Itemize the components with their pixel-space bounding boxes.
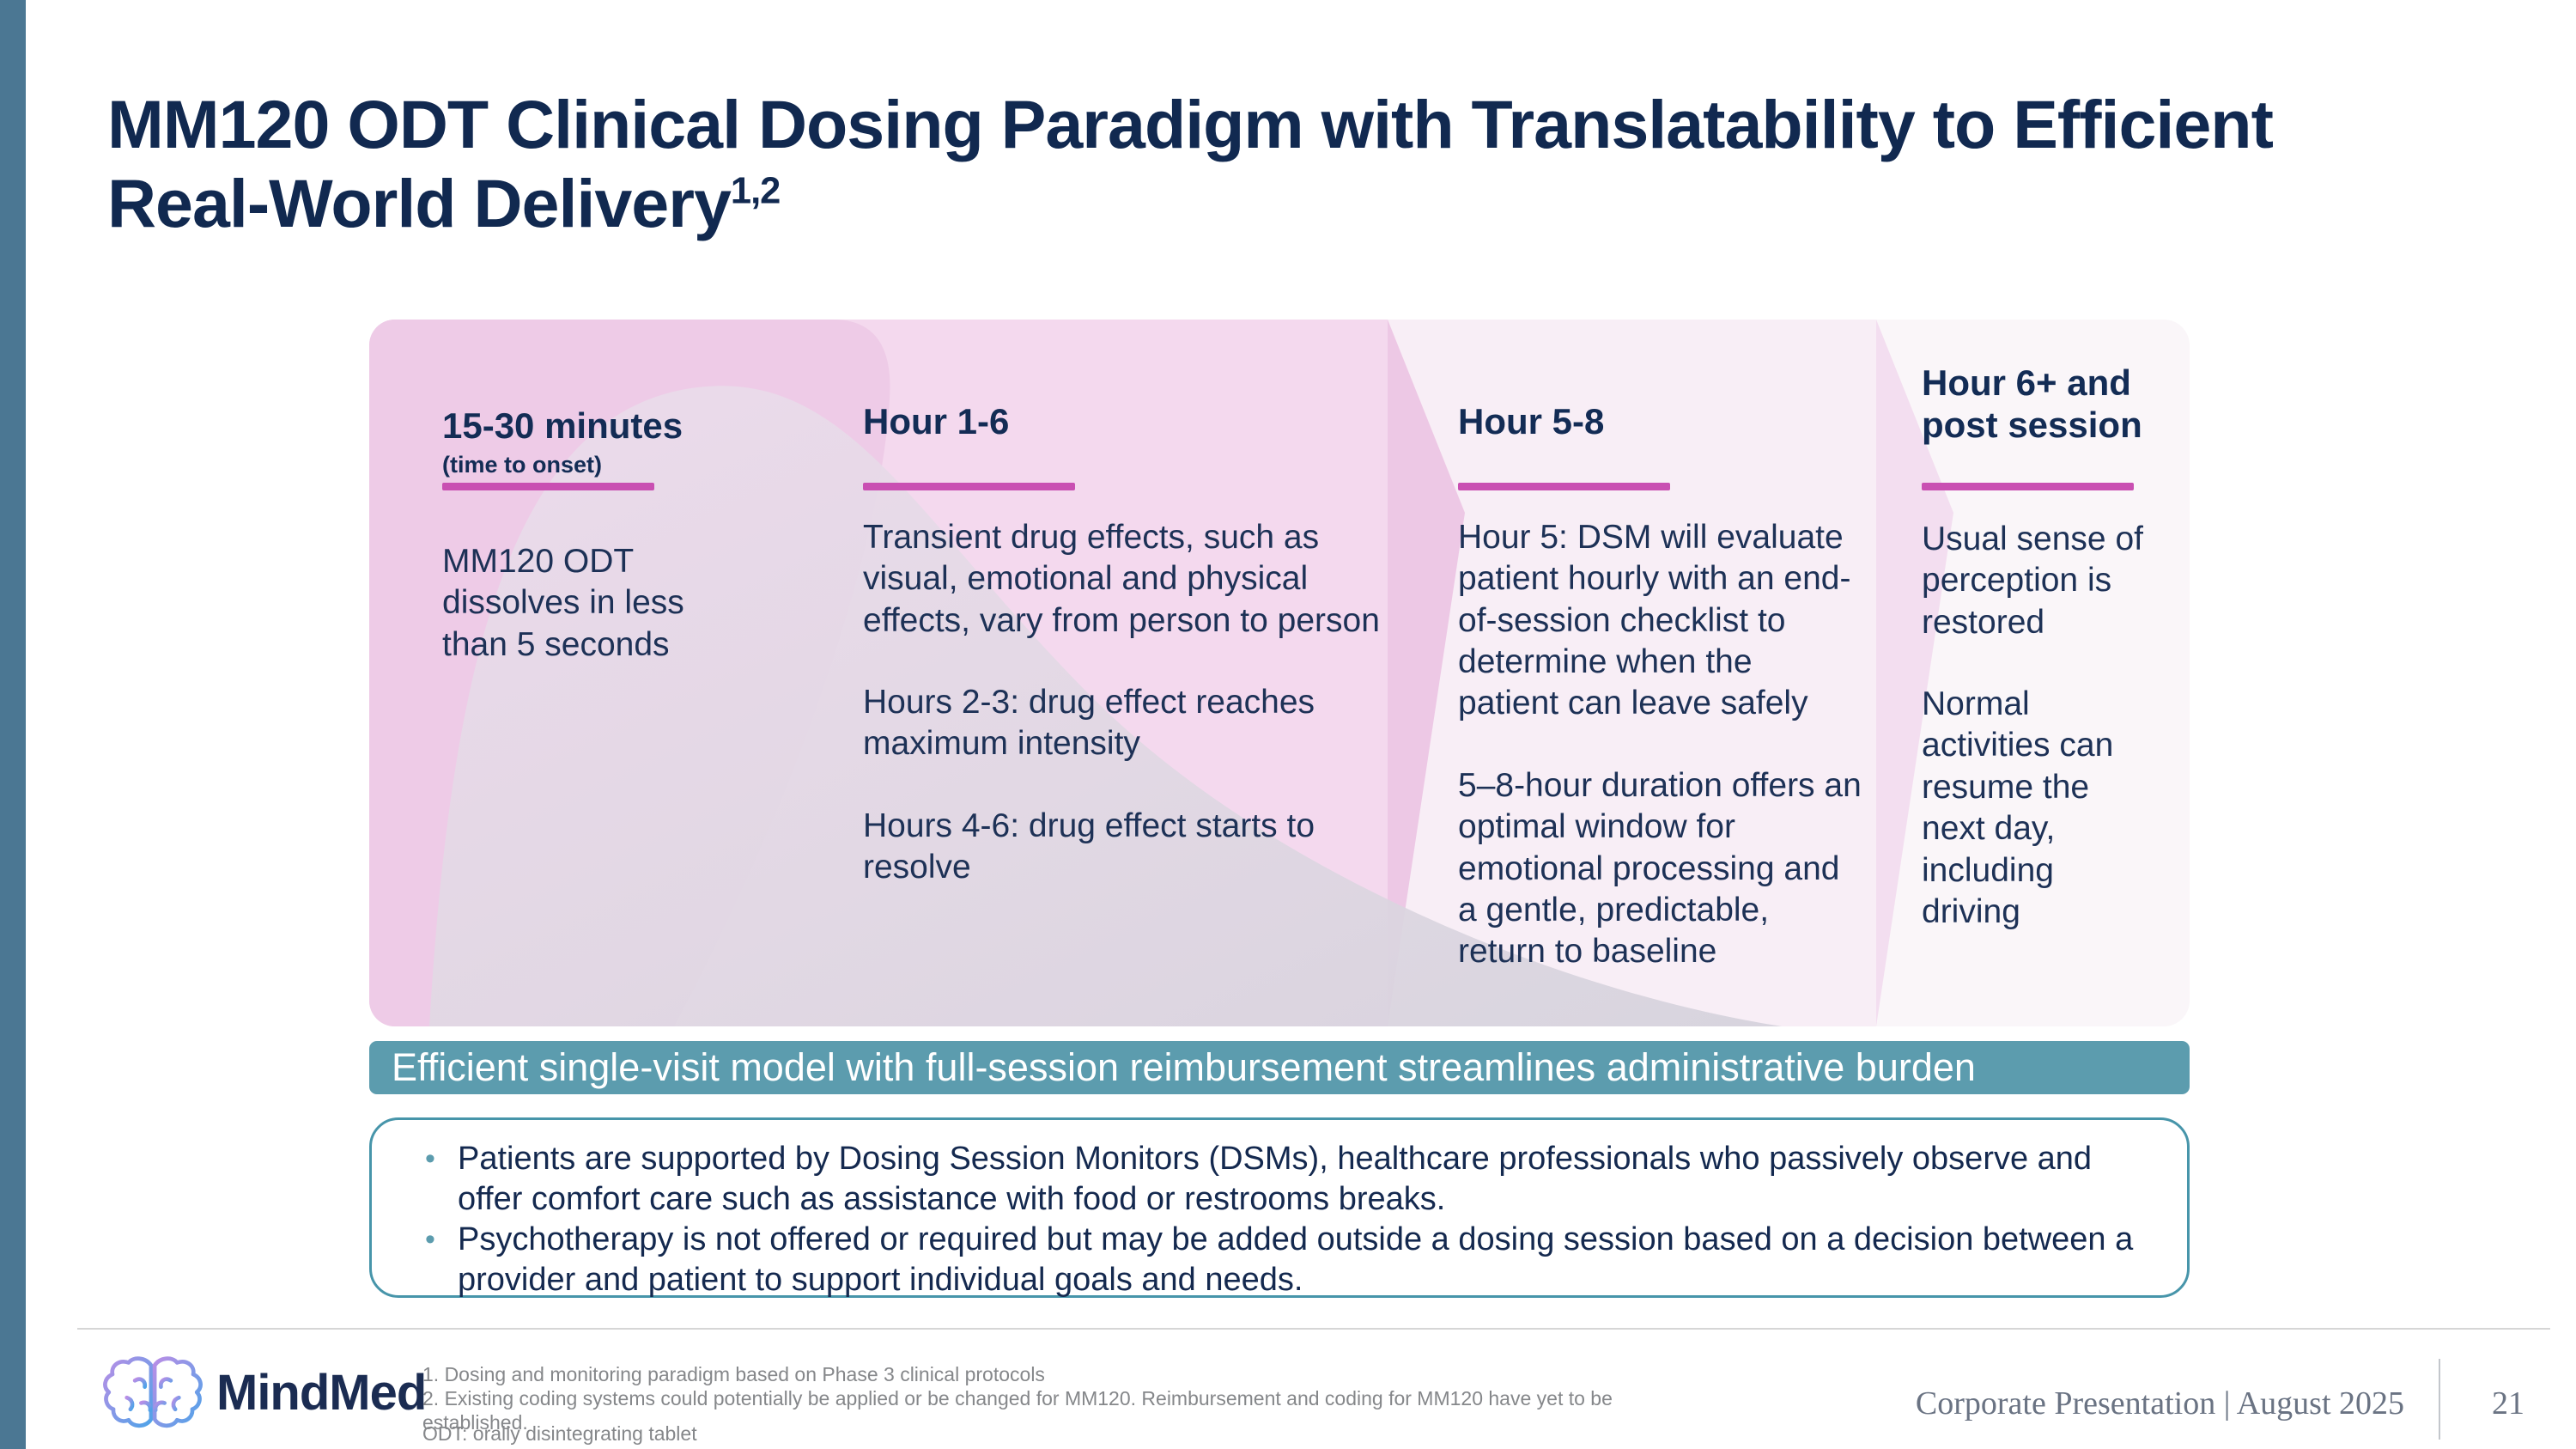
stage-text: Transient drug effects, such as visual, … — [863, 519, 1380, 639]
stage-underline — [863, 483, 1075, 490]
stage-header: 15-30 minutes — [442, 405, 683, 446]
stage-header: Hour 6+ and post session — [1922, 362, 2142, 445]
stage-underline — [1458, 483, 1670, 490]
stage-underline — [442, 483, 654, 490]
page-number: 21 — [2492, 1385, 2524, 1422]
page-title: MM120 ODT Clinical Dosing Paradigm with … — [107, 85, 2572, 242]
timeline-stage-onset: 15-30 minutes (time to onset) MM120 ODT … — [442, 320, 726, 1026]
logo-wordmark: MindMed — [216, 1365, 427, 1421]
footnotes: 1. Dosing and monitoring paradigm based … — [422, 1362, 1710, 1434]
timeline-stage-post-session: Hour 6+ and post session Usual sense of … — [1922, 320, 2147, 1026]
callout-list: • Patients are supported by Dosing Sessi… — [425, 1139, 2153, 1300]
stage-header: Hour 5-8 — [1458, 401, 1605, 441]
presentation-label: Corporate Presentation | August 2025 — [1915, 1385, 2404, 1422]
highlight-banner: Efficient single-visit model with full-s… — [369, 1041, 2190, 1094]
stage-text: Normal activities can resume the next da… — [1922, 685, 2114, 930]
bullet-icon: • — [425, 1223, 435, 1256]
title-superscript: 1,2 — [730, 170, 781, 212]
stage-text: 5–8-hour duration offers an optimal wind… — [1458, 766, 1862, 971]
footnote-1: 1. Dosing and monitoring paradigm based … — [422, 1363, 1045, 1385]
stage-text: Hours 2-3: drug effect reaches maximum i… — [863, 684, 1315, 763]
callout-box: • Patients are supported by Dosing Sessi… — [369, 1117, 2190, 1298]
title-line-2: Real-World Delivery — [107, 164, 732, 241]
callout-bullet-text: Psychotherapy is not offered or required… — [458, 1221, 2134, 1298]
stage3-arrow-icon — [1876, 320, 1953, 1026]
stage-header: Hour 1-6 — [863, 401, 1010, 441]
abbreviation-note: ODT: orally disintegrating tablet — [422, 1422, 697, 1445]
timeline-stage-hour5-8: Hour 5-8 Hour 5: DSM will evaluate patie… — [1458, 320, 1862, 1026]
brain-logo-icon — [103, 1356, 203, 1428]
stage-text: Hour 5: DSM will evaluate patient hourly… — [1458, 519, 1851, 722]
list-item: • Psychotherapy is not offered or requir… — [425, 1220, 2153, 1300]
timeline-background-graphic — [369, 320, 2190, 1026]
title-line-1: MM120 ODT Clinical Dosing Paradigm with … — [107, 85, 2274, 162]
footer-divider — [77, 1328, 2550, 1330]
callout-bullet-text: Patients are supported by Dosing Session… — [458, 1141, 2093, 1217]
stage2-arrow-icon — [1388, 320, 1465, 1026]
footnote-2: 2. Existing coding systems could potenti… — [422, 1387, 1613, 1434]
timeline-stage-hour1-6: Hour 1-6 Transient drug effects, such as… — [863, 320, 1413, 1026]
bullet-icon: • — [425, 1142, 435, 1175]
stage-text: MM120 ODT dissolves in less than 5 secon… — [442, 543, 684, 663]
stage-text: Hours 4-6: drug effect starts to resolve — [863, 807, 1315, 886]
footer-vertical-divider — [2439, 1359, 2440, 1440]
list-item: • Patients are supported by Dosing Sessi… — [425, 1139, 2153, 1220]
drug-effect-curve-shape — [429, 386, 1782, 1026]
stage-text: Usual sense of perception is restored — [1922, 521, 2143, 641]
stage-subheader: (time to onset) — [442, 452, 602, 478]
left-accent-bar — [0, 0, 26, 1449]
dosing-timeline: 15-30 minutes (time to onset) MM120 ODT … — [369, 320, 2190, 1026]
stage-underline — [1922, 483, 2134, 490]
